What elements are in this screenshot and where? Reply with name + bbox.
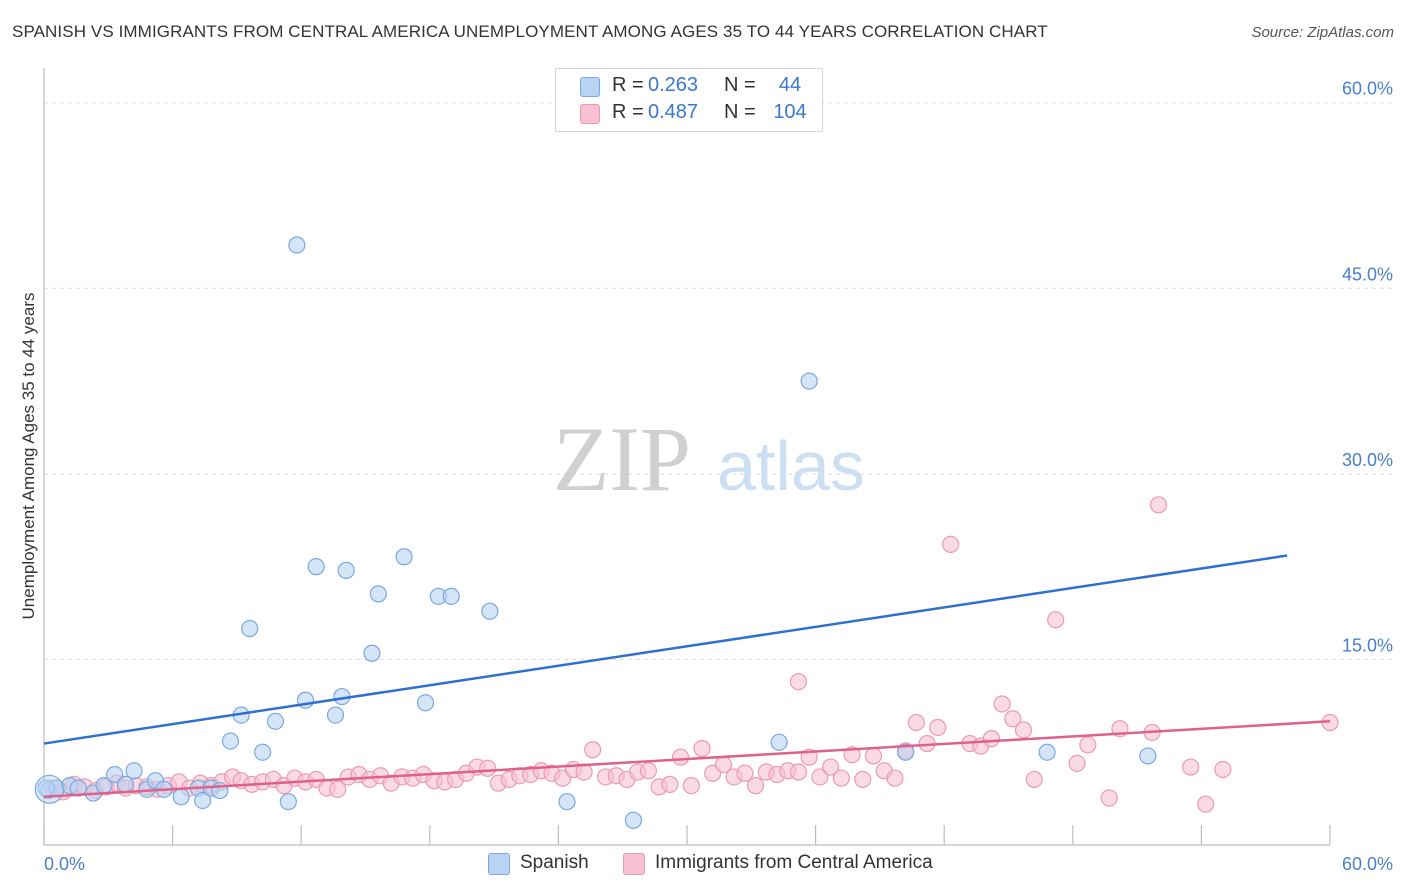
immigrants-trend-line (43, 720, 1331, 799)
legend-label-spanish: Spanish (520, 852, 589, 873)
grid-lines (44, 102, 1392, 660)
correlation-stats-box: R = 0.263 N = 44 R = 0.487 N = 104 (555, 68, 823, 132)
spanish-point (481, 602, 499, 620)
immigrants-point (584, 741, 602, 759)
spanish-point (416, 694, 435, 712)
x-tick-label: 60.0% (1342, 854, 1393, 874)
immigrants-swatch (623, 853, 645, 875)
spanish-point (363, 644, 381, 662)
x-tick-label: 0.0% (44, 854, 85, 874)
source-label: Source: ZipAtlas.com (1251, 24, 1394, 41)
spanish-point (266, 712, 285, 730)
spanish-point (221, 732, 240, 750)
immigrants-point (886, 769, 904, 787)
spanish-swatch (488, 853, 510, 875)
immigrants-point (789, 763, 808, 781)
immigrants-point (736, 764, 754, 782)
n-label: N = (724, 74, 756, 96)
n-value: 44 (778, 74, 802, 96)
immigrants-point (942, 535, 960, 553)
watermark-zip: ZIP (553, 408, 691, 510)
immigrants-point (1079, 736, 1097, 754)
immigrants-point (329, 780, 347, 798)
spanish-point (369, 585, 387, 603)
spanish-point (770, 733, 788, 751)
spanish-point (326, 706, 345, 724)
spanish-swatch (580, 77, 600, 97)
immigrants-point (1214, 760, 1232, 779)
immigrants-point (1182, 758, 1200, 776)
spanish-point (897, 743, 915, 761)
immigrants-point (746, 777, 765, 795)
spanish-point (442, 587, 460, 605)
immigrants-swatch (580, 104, 600, 124)
immigrants-point (1197, 795, 1215, 813)
r-label: R = (612, 101, 644, 123)
immigrants-point (864, 747, 883, 765)
y-axis-label: Unemployment Among Ages 35 to 44 years (19, 293, 38, 620)
immigrants-point (982, 730, 1000, 748)
immigrants-point (907, 713, 925, 732)
series-immigrants-points (43, 496, 1339, 813)
n-value: 104 (773, 101, 807, 123)
spanish-point (254, 743, 272, 761)
immigrants-point (789, 673, 808, 691)
immigrants-point (1149, 496, 1168, 514)
immigrants-point (929, 718, 947, 737)
chart-legend: Spanish Immigrants from Central America (0, 852, 1406, 878)
spanish-point (125, 762, 143, 780)
spanish-point (34, 774, 64, 804)
y-tick-label: 60.0% (1342, 79, 1393, 99)
spanish-point (395, 548, 413, 566)
spanish-point (1038, 743, 1056, 761)
immigrants-point (1100, 789, 1118, 807)
r-label: R = (612, 74, 644, 96)
y-tick-label: 30.0% (1342, 450, 1393, 470)
axes (43, 68, 1331, 846)
immigrants-point (479, 759, 497, 777)
legend-label-immigrants: Immigrants from Central America (655, 852, 933, 873)
immigrants-point (1047, 611, 1065, 629)
spanish-point (241, 619, 259, 638)
spanish-point (1139, 747, 1157, 765)
immigrants-point (854, 770, 872, 789)
trend-lines (43, 554, 1331, 799)
immigrants-point (671, 748, 690, 766)
y-tick-labels: 15.0% 30.0% 45.0% 60.0% (1342, 79, 1393, 656)
spanish-trend-line (43, 554, 1288, 745)
spanish-point (172, 788, 190, 806)
spanish-point (288, 236, 306, 254)
spanish-point (106, 765, 124, 784)
y-tick-label: 15.0% (1342, 635, 1393, 655)
r-value: 0.263 (648, 74, 699, 96)
immigrants-point (1014, 721, 1033, 739)
immigrants-point (832, 769, 850, 787)
immigrants-point (1025, 770, 1043, 789)
immigrants-point (993, 695, 1011, 713)
immigrants-point (639, 762, 658, 780)
x-tick-labels: 0.0% 60.0% (44, 854, 1393, 874)
watermark-atlas: atlas (717, 427, 865, 505)
spanish-point (624, 811, 643, 829)
immigrants-point (682, 777, 700, 795)
r-value: 0.487 (648, 101, 699, 123)
watermark: ZIP atlas (553, 408, 865, 510)
n-label: N = (724, 101, 756, 123)
chart-title: SPANISH VS IMMIGRANTS FROM CENTRAL AMERI… (12, 22, 1048, 41)
spanish-point (800, 372, 818, 390)
immigrants-point (1004, 710, 1022, 728)
spanish-point (307, 558, 325, 576)
immigrants-point (811, 768, 829, 786)
spanish-point (194, 791, 212, 810)
spanish-point (279, 793, 297, 811)
spanish-point (337, 561, 355, 579)
spanish-point (558, 793, 576, 811)
immigrants-point (661, 775, 679, 793)
y-tick-label: 45.0% (1342, 264, 1393, 284)
immigrants-point (693, 739, 711, 758)
immigrants-point (822, 758, 840, 776)
immigrants-point (1068, 754, 1086, 772)
